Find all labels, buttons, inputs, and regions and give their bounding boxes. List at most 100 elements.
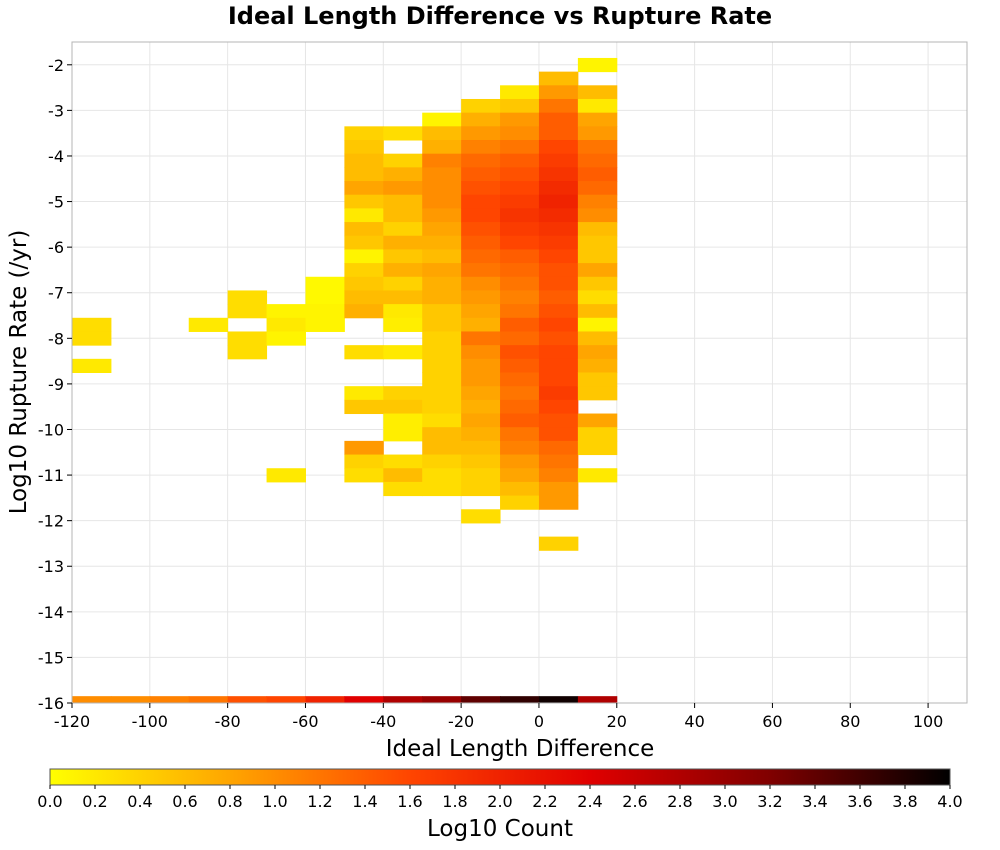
- heatmap-cell: [422, 696, 462, 703]
- colorbar-ticks: 0.0 0.2 0.4 0.6 0.8 1.0 1.2 1.4 1.6 1.8 2.0 2.2 2.4 2…: [37, 785, 963, 811]
- heatmap-cell: [577, 126, 618, 141]
- heatmap-cell: [461, 468, 501, 483]
- y-tick-label: -9: [48, 375, 64, 394]
- heatmap-cell: [422, 235, 462, 250]
- heatmap-cell: [422, 249, 462, 264]
- y-tick-label: -16: [38, 694, 64, 713]
- heatmap-cell: [461, 358, 501, 373]
- heatmap-cell: [383, 413, 423, 428]
- colorbar-tick-label: 1.0: [262, 792, 287, 811]
- heatmap-cell: [72, 317, 112, 332]
- heatmap-cell: [538, 290, 579, 305]
- y-tick-label: -10: [38, 420, 64, 439]
- heatmap-cell: [110, 696, 151, 703]
- heatmap-cell: [500, 140, 540, 155]
- heatmap-cell: [344, 235, 384, 250]
- x-tick-label: -40: [370, 712, 396, 731]
- heatmap-cell: [422, 481, 462, 497]
- heatmap-cell: [422, 276, 462, 291]
- heatmap-cell: [422, 345, 462, 360]
- heatmap-cell: [461, 317, 501, 332]
- heatmap-cell: [577, 317, 618, 332]
- heatmap-cell: [577, 208, 618, 223]
- heatmap-cell: [538, 304, 579, 319]
- heatmap-cell: [538, 208, 579, 223]
- heatmap-cell: [461, 427, 501, 442]
- heatmap-cell: [422, 194, 462, 209]
- heatmap-cell: [344, 468, 384, 483]
- heatmap-cell: [577, 140, 618, 155]
- heatmap-cell: [344, 276, 384, 291]
- heatmap-cell: [461, 112, 501, 127]
- heatmap-cell: [422, 454, 462, 469]
- heatmap-cell: [500, 235, 540, 250]
- heatmap-cell: [538, 536, 579, 551]
- heatmap-cell: [422, 317, 462, 332]
- heatmap-cell: [538, 331, 579, 346]
- heatmap-cell: [500, 167, 540, 182]
- heatmap-cell: [383, 386, 423, 401]
- heatmap-cell: [500, 440, 540, 456]
- heatmap-cell: [538, 345, 579, 360]
- heatmap-cell: [500, 331, 540, 346]
- heatmap-cell: [577, 468, 618, 483]
- heatmap-cell: [188, 317, 229, 332]
- heatmap-cell: [461, 98, 501, 114]
- x-tick-label: -60: [292, 712, 318, 731]
- heatmap-cell: [500, 696, 540, 703]
- heatmap-cell: [383, 276, 423, 291]
- heatmap-cell: [422, 208, 462, 223]
- heatmap-cell: [227, 304, 268, 319]
- heatmap-cell: [577, 235, 618, 250]
- heatmap-cell: [461, 249, 501, 264]
- heatmap-cell: [500, 386, 540, 401]
- heatmap-cell: [344, 399, 384, 415]
- x-tick-label: 80: [840, 712, 860, 731]
- colorbar-tick-label: 4.0: [937, 792, 962, 811]
- heatmap-cell: [577, 57, 618, 73]
- heatmap-cell: [344, 440, 384, 456]
- colorbar-tick-label: 0.0: [37, 792, 62, 811]
- y-tick-label: -12: [38, 512, 64, 531]
- heatmap-cell: [577, 372, 618, 387]
- heatmap-cell: [577, 386, 618, 401]
- colorbar-tick-label: 0.8: [217, 792, 242, 811]
- heatmap-cell: [266, 317, 306, 332]
- colorbar-tick-label: 0.6: [172, 792, 197, 811]
- heatmap-cell: [538, 263, 579, 278]
- heatmap-cell: [500, 276, 540, 291]
- heatmap-cell: [461, 481, 501, 497]
- heatmap-cell: [422, 358, 462, 373]
- colorbar-tick-label: 2.6: [622, 792, 647, 811]
- heatmap-cell: [344, 167, 384, 182]
- heatmap-cell: [538, 386, 579, 401]
- heatmap-cell: [422, 167, 462, 182]
- heatmap-cell: [577, 181, 618, 196]
- heatmap-cell: [538, 181, 579, 196]
- heatmap-cells: [72, 57, 618, 703]
- x-tick-label: 40: [684, 712, 704, 731]
- heatmap-cell: [538, 112, 579, 127]
- heatmap-cell: [538, 454, 579, 469]
- heatmap-cell: [344, 696, 384, 703]
- heatmap-cell: [383, 208, 423, 223]
- heatmap-cell: [383, 345, 423, 360]
- heatmap-cell: [188, 696, 229, 703]
- heatmap-cell: [383, 481, 423, 497]
- heatmap-cell: [227, 290, 268, 305]
- y-tick-label: -5: [48, 193, 64, 212]
- heatmap-cell: [461, 331, 501, 346]
- heatmap-cell: [577, 696, 618, 703]
- heatmap-cell: [538, 167, 579, 182]
- heatmap-cell: [577, 112, 618, 127]
- y-axis-label: Log10 Rupture Rate (/yr): [6, 230, 32, 515]
- colorbar-tick-label: 1.6: [397, 792, 422, 811]
- heatmap-cell: [577, 194, 618, 209]
- heatmap-cell: [227, 345, 268, 360]
- heatmap-cell: [344, 208, 384, 223]
- x-tick-label: 60: [762, 712, 782, 731]
- heatmap-cell: [500, 495, 540, 510]
- colorbar-tick-label: 3.6: [847, 792, 872, 811]
- heatmap-cell: [266, 468, 306, 483]
